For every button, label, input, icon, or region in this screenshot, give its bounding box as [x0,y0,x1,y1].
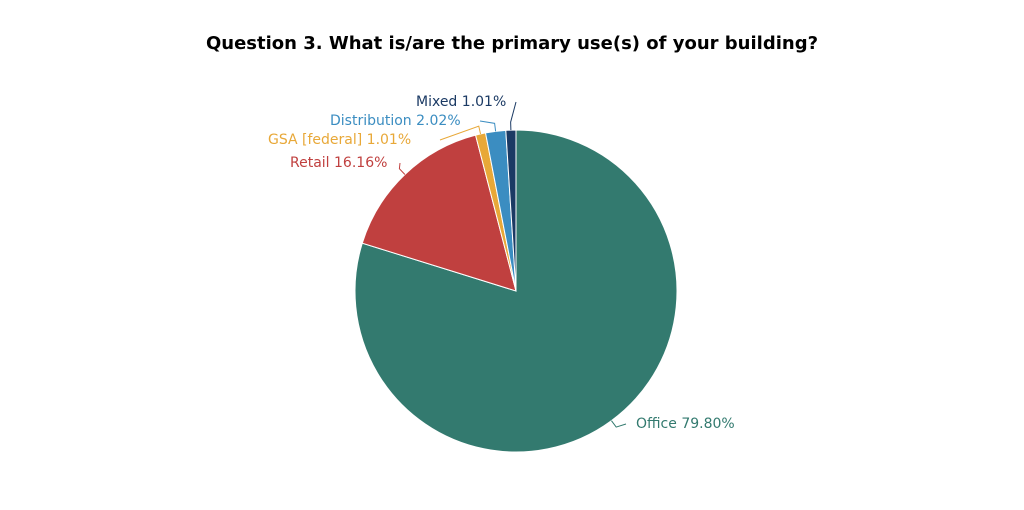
label-value: 1.01% [462,94,506,110]
label-category: Distribution [330,113,412,129]
label-value: 2.02% [416,113,460,129]
leader-line [479,120,497,132]
leader-line [611,420,627,428]
label-category: Retail [290,155,330,171]
label-value: 16.16% [334,155,387,171]
label-value: 1.01% [367,132,411,148]
data-label: Office 79.80% [636,416,735,432]
data-label: Mixed 1.01% [416,94,506,110]
label-category: GSA [federal] [268,132,362,148]
label-category: Office [636,416,677,432]
label-value: 79.80% [681,416,734,432]
data-label: Distribution 2.02% [330,113,461,129]
leader-line [398,162,406,175]
leader-line [510,101,517,131]
leader-line [439,125,482,141]
data-label: Retail 16.16% [290,155,387,171]
label-category: Mixed [416,94,457,110]
data-label: GSA [federal] 1.01% [268,132,411,148]
chart-title: Question 3. What is/are the primary use(… [206,33,818,54]
